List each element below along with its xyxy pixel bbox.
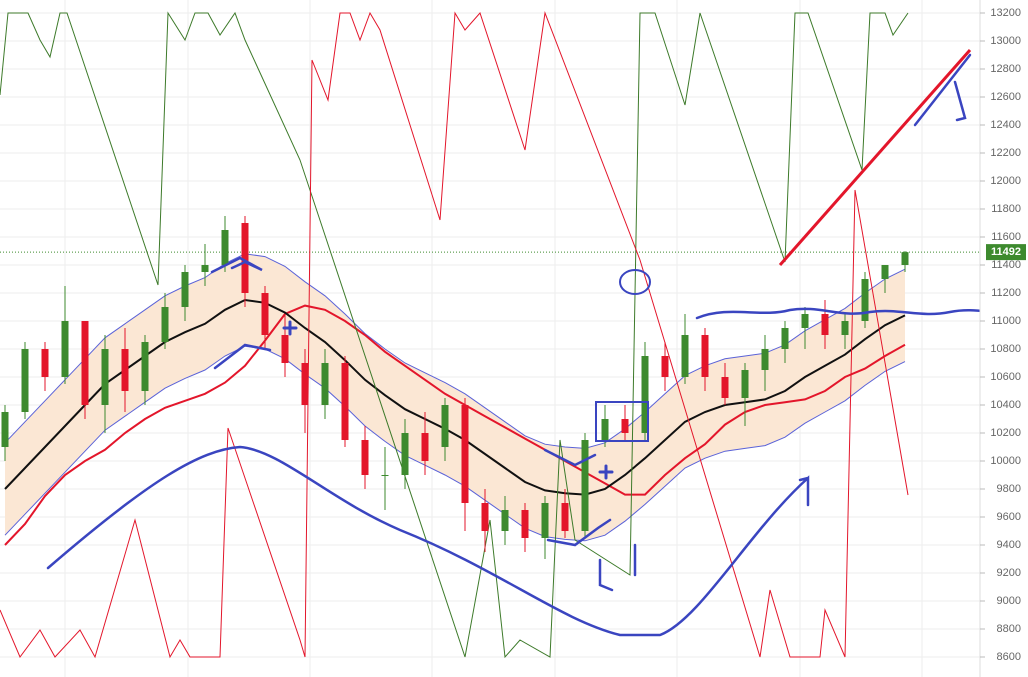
y-tick-label: 12800 — [990, 63, 1021, 75]
y-tick-label: 8600 — [997, 651, 1021, 663]
axis-layer: 8600 8800 9000 9200 9400 9600 9800 10000 10200 10… — [980, 7, 1026, 663]
candle-body — [461, 405, 469, 503]
candle-body — [641, 356, 649, 433]
middle-line — [4, 298, 906, 496]
candle-body — [581, 440, 589, 531]
y-tick-label: 9000 — [997, 595, 1021, 607]
y-tick-label: 10600 — [990, 371, 1021, 383]
candle-body — [361, 440, 369, 475]
y-tick-label: 9600 — [997, 511, 1021, 523]
green-oscillator — [0, 11, 909, 659]
band-fill — [5, 253, 905, 541]
candle-body — [681, 335, 689, 377]
y-tick-label: 11000 — [991, 315, 1021, 327]
upper-line — [4, 253, 906, 449]
y-tick-label: 12000 — [990, 175, 1021, 187]
candle-body — [381, 475, 389, 476]
annotations — [46, 53, 1027, 637]
candle-body — [321, 363, 329, 405]
candle-body — [261, 293, 269, 335]
candle-body — [901, 252, 909, 265]
candle-body — [281, 335, 289, 363]
slow-line — [4, 304, 906, 546]
candle-body — [121, 349, 129, 391]
last-price-box — [986, 244, 1026, 261]
y-tick-label: 9400 — [997, 539, 1021, 551]
y-tick-label: 12400 — [990, 119, 1021, 131]
lower-line — [4, 345, 906, 542]
trend-line — [778, 49, 972, 266]
y-tick-label: 10800 — [990, 343, 1021, 355]
y-tick-label: 11800 — [991, 203, 1021, 215]
candle-body — [541, 503, 549, 538]
y-tick-label: 8800 — [997, 623, 1021, 635]
y-tick-label: 10400 — [990, 399, 1021, 411]
candle-body — [221, 230, 229, 265]
y-tick-label: 12600 — [990, 91, 1021, 103]
candle-body — [401, 433, 409, 475]
y-tick-label: 11400 — [991, 259, 1021, 271]
candle-body — [601, 419, 609, 440]
candle-body — [861, 279, 869, 321]
candle-body — [621, 419, 629, 433]
candle-body — [201, 265, 209, 272]
y-tick-label: 13000 — [990, 35, 1021, 47]
candle-body — [521, 510, 529, 538]
candle-body — [441, 405, 449, 447]
candle-body — [741, 370, 749, 398]
candle-body — [181, 272, 189, 307]
candle-body — [1, 412, 9, 447]
candle-body — [841, 321, 849, 335]
band-layer — [4, 253, 906, 546]
candle-body — [61, 321, 69, 377]
candle-body — [41, 349, 49, 377]
candle-body — [481, 503, 489, 531]
candle-body — [721, 377, 729, 398]
candle-body — [781, 328, 789, 349]
candle-body — [761, 349, 769, 370]
candle-body — [501, 510, 509, 531]
y-tick-label: 10000 — [990, 455, 1021, 467]
candle-body — [101, 349, 109, 405]
candle-body — [301, 363, 309, 405]
candle-body — [161, 307, 169, 342]
candle-body — [801, 314, 809, 328]
axis-background — [980, 0, 1028, 677]
y-tick-label: 13200 — [990, 7, 1021, 19]
candle-body — [421, 433, 429, 461]
y-tick-label: 10200 — [990, 427, 1021, 439]
y-tick-label: 12200 — [990, 147, 1021, 159]
last-price-label: 11492 — [991, 246, 1021, 258]
candle-body — [81, 321, 89, 405]
candle-body — [21, 349, 29, 412]
y-tick-label: 11600 — [991, 231, 1021, 243]
candle-body — [821, 314, 829, 335]
y-tick-label: 9200 — [997, 567, 1021, 579]
candle-body — [241, 223, 249, 293]
y-tick-label: 9800 — [997, 483, 1021, 495]
red-oscillator — [0, 11, 909, 659]
candle-body — [141, 342, 149, 391]
candle-body — [341, 363, 349, 440]
candle-body — [561, 503, 569, 531]
candle-body — [661, 356, 669, 377]
candle-layer — [1, 216, 909, 559]
candle-body — [881, 265, 889, 279]
candle-body — [701, 335, 709, 377]
y-tick-label: 11200 — [991, 287, 1021, 299]
